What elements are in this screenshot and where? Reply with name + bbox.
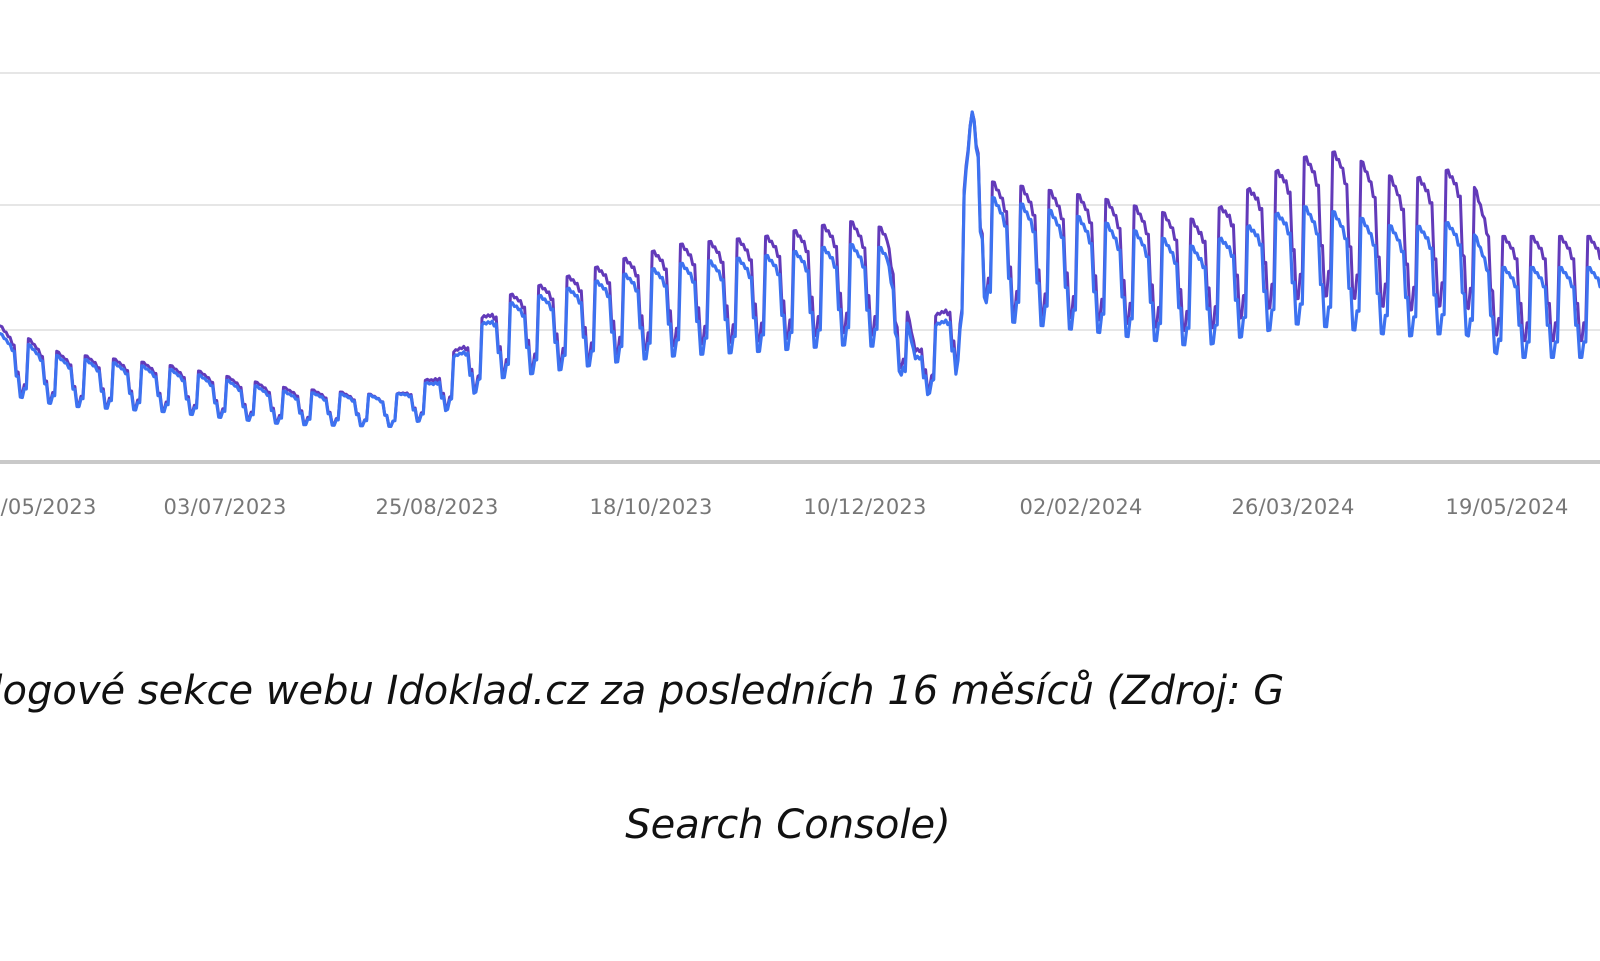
x-axis: 11/05/2023 03/07/2023 25/08/2023 18/10/2023…: [0, 460, 1600, 519]
performance-line-chart: 11/05/2023 03/07/2023 25/08/2023 18/10/2023…: [0, 72, 1600, 519]
figure-caption-line-1: blogové sekce webu Idoklad.cz za posledn…: [0, 668, 1285, 714]
series-lines: [0, 110, 1600, 428]
chart-area: 11/05/2023 03/07/2023 25/08/2023 18/10/2023…: [0, 72, 1600, 519]
x-tick-label: 18/10/2023: [589, 495, 712, 519]
x-tick-label: 03/07/2023: [163, 495, 286, 519]
x-tick-label: 25/08/2023: [375, 495, 498, 519]
x-tick-label: 10/12/2023: [803, 495, 926, 519]
x-tick-label: 26/03/2024: [1231, 495, 1354, 519]
series-line-1: [0, 110, 1600, 428]
x-tick-label: 19/05/2024: [1445, 495, 1568, 519]
grid-lines: [0, 72, 1600, 331]
series-line-0: [0, 110, 1600, 428]
x-tick-label: 11/05/2023: [0, 495, 97, 519]
x-tick-label: 02/02/2024: [1019, 495, 1142, 519]
figure-caption-line-2: Search Console): [625, 802, 951, 848]
